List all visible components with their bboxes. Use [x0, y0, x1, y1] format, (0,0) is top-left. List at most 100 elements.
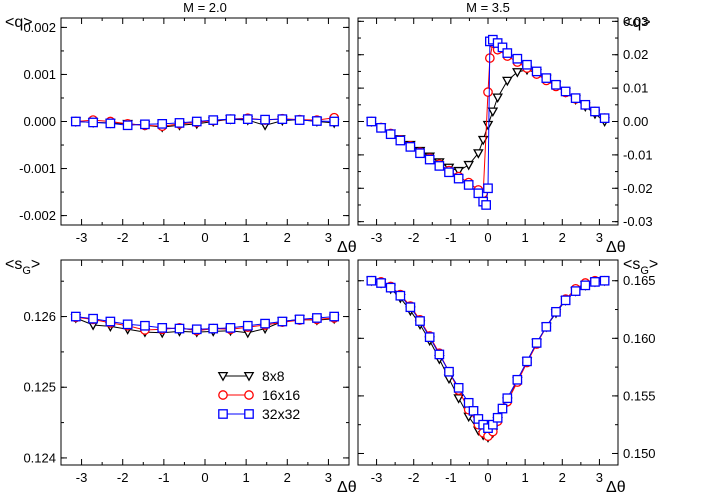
data-point: [105, 316, 116, 327]
data-point: [512, 374, 523, 385]
data-point: [191, 116, 202, 127]
data-point: [453, 382, 464, 393]
series-16x16: [366, 275, 610, 442]
x-tick-label: 2: [284, 470, 291, 485]
series-line: [75, 316, 335, 330]
panel-title: M = 2.0: [183, 0, 227, 15]
data-point: [580, 99, 591, 110]
x-tick-label: 1: [243, 230, 250, 245]
data-point: [70, 311, 81, 322]
data-point: [512, 53, 523, 64]
x-tick-label: -1: [445, 470, 457, 485]
data-point: [376, 278, 386, 288]
data-point: [415, 148, 425, 159]
y-axis-label: <sG>: [5, 256, 40, 277]
data-point: [122, 120, 133, 131]
y-tick-label: -0.02: [623, 181, 653, 196]
data-point: [551, 306, 561, 317]
legend-label: 32x32: [262, 406, 300, 422]
data-point: [560, 86, 571, 97]
data-point: [191, 324, 202, 335]
data-point: [312, 116, 322, 126]
y-tick-label: 0.160: [623, 331, 656, 346]
data-point: [105, 118, 116, 129]
x-tick-label: -1: [158, 230, 170, 245]
x-tick-label: 2: [559, 470, 566, 485]
data-point: [570, 93, 581, 103]
data-point: [444, 366, 454, 377]
series-32x32: [70, 114, 340, 131]
data-point: [560, 295, 571, 306]
data-point: [385, 282, 396, 293]
x-axis-label: Δθ: [606, 479, 626, 495]
data-point: [481, 200, 491, 210]
data-point: [531, 66, 542, 77]
y-tick-label: -0.002: [19, 208, 56, 223]
x-tick-label: 0: [484, 230, 491, 245]
legend-entry: 16x16: [218, 387, 300, 403]
x-tick-label: 3: [325, 230, 332, 245]
data-point: [140, 119, 150, 130]
y-axis-label-end: >: [649, 256, 658, 273]
data-point: [531, 338, 542, 348]
data-point: [468, 406, 479, 416]
data-point: [88, 313, 98, 324]
data-point: [482, 120, 494, 131]
data-point: [424, 154, 435, 165]
legend-marker: [244, 409, 254, 419]
data-point: [88, 117, 98, 128]
data-point: [174, 323, 185, 334]
x-tick-label: 3: [596, 230, 603, 245]
data-point: [242, 320, 253, 331]
x-tick-label: 1: [522, 470, 529, 485]
data-point: [483, 183, 493, 194]
legend-entry: 32x32: [218, 406, 300, 422]
data-point: [502, 76, 513, 87]
y-tick-label: 0.125: [23, 380, 56, 395]
y-tick-label: 0.02: [623, 47, 648, 62]
data-point: [122, 319, 133, 330]
x-tick-label: 3: [325, 470, 332, 485]
x-tick-label: 0: [201, 230, 208, 245]
plot-frame: [60, 259, 350, 466]
data-point: [277, 114, 288, 124]
panel-bottom-left: -3 -2 -1 0 1 2 3 0.124 0.125 0.126 Δθ <sG> 8x8 16x16 3…: [5, 256, 357, 495]
y-tick-label: 0.002: [23, 20, 56, 35]
data-point: [453, 173, 464, 184]
x-tick-label: -3: [371, 230, 383, 245]
data-point: [473, 188, 484, 199]
legend-label: 16x16: [262, 387, 300, 403]
x-tick-label: -3: [76, 470, 88, 485]
y-tick-label: 0.03: [623, 14, 648, 29]
x-axis-label: Δθ: [337, 239, 357, 256]
x-tick-label: 3: [596, 470, 603, 485]
x-tick-label: 1: [243, 470, 250, 485]
x-tick-label: 0: [201, 470, 208, 485]
y-tick-label: 0.150: [623, 446, 656, 461]
legend-marker: [244, 390, 254, 400]
data-point: [376, 122, 386, 133]
series-32x32: [366, 275, 610, 433]
data-point: [522, 356, 532, 367]
data-point: [225, 114, 236, 124]
y-axis-label-end: >: [31, 256, 40, 273]
data-point: [260, 318, 270, 329]
data-point: [599, 113, 610, 124]
y-tick-label: 0.126: [23, 309, 56, 324]
data-point: [541, 73, 552, 83]
y-axis-label-subscript: G: [640, 265, 649, 277]
data-point: [277, 316, 288, 327]
x-tick-label: -2: [408, 470, 420, 485]
panel-title: M = 3.5: [466, 0, 510, 15]
y-tick-label: -0.01: [623, 147, 653, 162]
data-point: [140, 320, 150, 331]
data-point: [405, 302, 416, 313]
data-point: [424, 332, 435, 343]
data-point: [434, 349, 445, 360]
x-tick-label: 1: [522, 230, 529, 245]
panel-bottom-right: -3 -2 -1 0 1 2 3 0.150 0.155 0.160 0.165 Δθ <sG>: [357, 256, 658, 495]
legend: 8x8 16x16 32x32: [217, 368, 300, 422]
data-point: [580, 280, 591, 291]
y-tick-label: 0.00: [623, 114, 648, 129]
y-tick-label: -0.03: [623, 214, 653, 229]
